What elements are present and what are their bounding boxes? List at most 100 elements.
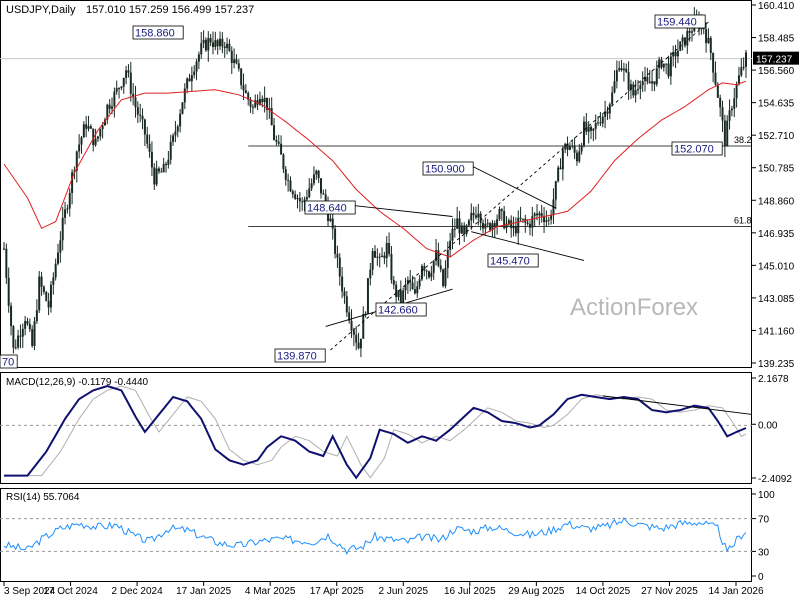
- candle-body: [5, 248, 8, 278]
- candle-body: [359, 338, 362, 349]
- candle-body: [597, 122, 600, 124]
- candle-body: [146, 134, 149, 144]
- candle-body: [87, 126, 90, 129]
- candle-body: [162, 163, 165, 173]
- candle-body: [526, 222, 529, 224]
- candle-body: [141, 115, 144, 120]
- candle-body: [216, 40, 219, 47]
- candle-body: [402, 290, 405, 304]
- price-label-box: [671, 141, 723, 156]
- candle-body: [115, 88, 118, 92]
- candle-body: [150, 151, 153, 168]
- trendline: [471, 165, 557, 209]
- candle-body: [615, 70, 618, 82]
- y-tick-label: 148.860: [758, 196, 795, 207]
- candle-body: [113, 91, 116, 107]
- candle-body: [31, 329, 34, 346]
- candle-body: [270, 108, 273, 126]
- candle-body: [26, 320, 29, 324]
- candle-body: [399, 290, 402, 304]
- candle-body: [155, 168, 158, 185]
- candle-body: [3, 248, 5, 250]
- fib-label: 38.2: [734, 135, 752, 145]
- candle-body: [636, 88, 639, 91]
- macd-y-tick-label: 0.00: [758, 420, 778, 431]
- candle-body: [587, 126, 590, 132]
- candle-body: [92, 128, 95, 146]
- candle-body: [57, 252, 60, 264]
- candle-body: [376, 256, 379, 258]
- candle-body: [395, 284, 398, 297]
- candle-body: [249, 99, 252, 107]
- candle-body: [559, 167, 562, 170]
- candle-body: [221, 38, 224, 47]
- candle-body: [733, 98, 736, 109]
- candle-body: [613, 81, 616, 93]
- candle-body: [348, 312, 351, 321]
- candle-body: [688, 30, 691, 33]
- candle-body: [397, 290, 400, 297]
- candle-body: [496, 219, 499, 227]
- candle-body: [460, 225, 463, 234]
- candle-body: [381, 255, 384, 258]
- candle-body: [10, 305, 13, 327]
- candle-body: [503, 211, 506, 229]
- candle-body: [127, 70, 130, 73]
- candle-body: [80, 137, 83, 145]
- candle-body: [40, 276, 43, 287]
- candle-body: [517, 217, 520, 234]
- candle-body: [174, 131, 177, 136]
- candle-body: [186, 78, 189, 89]
- candle-body: [291, 191, 294, 195]
- candle-body: [202, 39, 205, 44]
- candle-body: [601, 116, 604, 124]
- candle-body: [219, 38, 222, 47]
- macd-y-tick-label: -2.4092: [758, 474, 792, 485]
- candle-body: [561, 149, 564, 170]
- price-label: 150.900: [425, 164, 465, 176]
- candle-body: [590, 126, 593, 131]
- candle-body: [420, 266, 423, 280]
- candle-body: [157, 168, 160, 172]
- price-label-box: [654, 14, 706, 29]
- macd-trendline: [602, 395, 753, 415]
- candle-body: [52, 277, 55, 285]
- candle-body: [392, 280, 395, 285]
- candle-body: [413, 289, 416, 294]
- candle-body: [369, 269, 372, 279]
- candle-body: [498, 209, 501, 220]
- x-tick-label: 17 Oct 2024: [43, 586, 98, 597]
- candle-body: [521, 218, 524, 220]
- candle-body: [7, 277, 10, 306]
- candle-body: [726, 120, 729, 147]
- candle-body: [568, 145, 571, 150]
- candle-body: [531, 216, 534, 228]
- candle-body: [669, 56, 672, 77]
- candle-body: [557, 167, 560, 182]
- candle-body: [444, 267, 447, 287]
- price-label-box: [0, 354, 18, 369]
- y-tick-label: 158.485: [758, 34, 795, 45]
- candle-body: [705, 29, 708, 44]
- candle-body: [641, 81, 644, 86]
- candle-body: [564, 143, 567, 150]
- candle-body: [585, 121, 588, 132]
- watermark: ActionForex: [570, 294, 698, 321]
- candle-body: [75, 151, 78, 171]
- candle-body: [512, 226, 515, 229]
- candle-body: [550, 215, 553, 220]
- candle-body: [533, 213, 536, 217]
- candle-body: [42, 286, 45, 292]
- candle-body: [207, 38, 210, 51]
- candle-body: [463, 225, 466, 235]
- candle-body: [263, 97, 266, 103]
- moving-average-line: [3, 80, 747, 258]
- candle-body: [449, 240, 452, 250]
- candle-body: [282, 154, 285, 170]
- candle-body: [17, 335, 20, 348]
- candle-body: [425, 270, 428, 272]
- candle-body: [510, 220, 513, 229]
- candle-body: [714, 72, 717, 85]
- candle-body: [712, 53, 715, 73]
